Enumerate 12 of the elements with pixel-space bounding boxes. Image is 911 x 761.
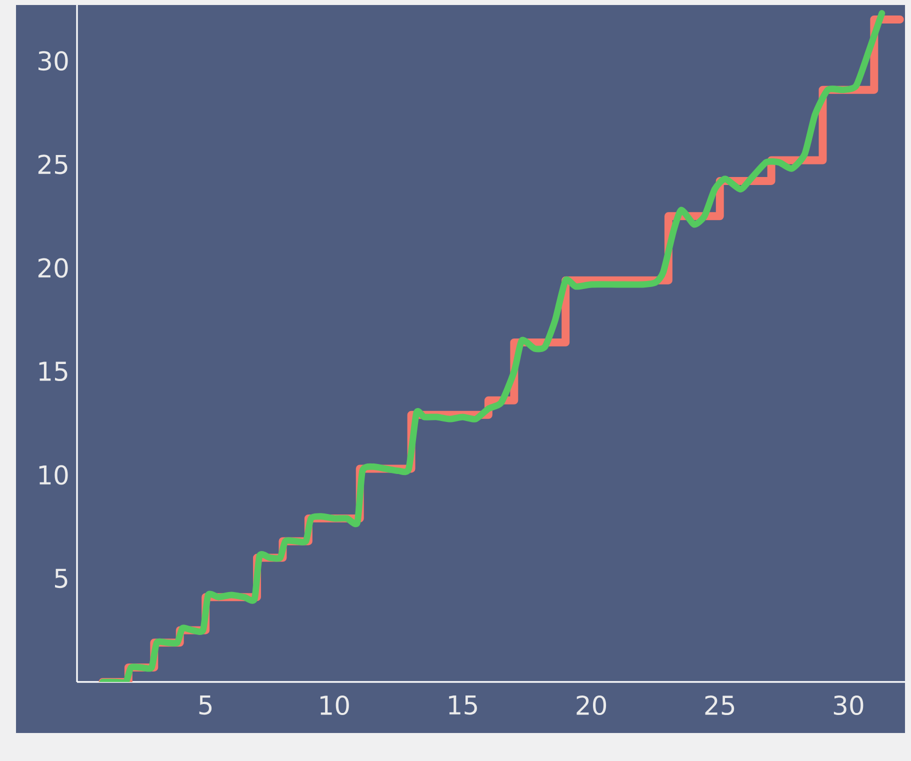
y-tick-label: 20 xyxy=(38,258,68,278)
y-tick-label: 10 xyxy=(39,465,68,485)
x-tick-label: 30 xyxy=(834,695,864,716)
y-tick-label: 5 xyxy=(55,568,68,588)
x-tick-label: 20 xyxy=(576,695,606,716)
y-tick-label: 25 xyxy=(38,154,68,174)
y-tick-label: 30 xyxy=(38,51,68,71)
x-tick-label: 5 xyxy=(199,695,212,715)
x-tick-label: 15 xyxy=(449,695,477,715)
x-tick-label: 25 xyxy=(705,695,734,716)
x-tick-label: 10 xyxy=(320,695,349,716)
y-tick-label: 15 xyxy=(39,362,68,382)
